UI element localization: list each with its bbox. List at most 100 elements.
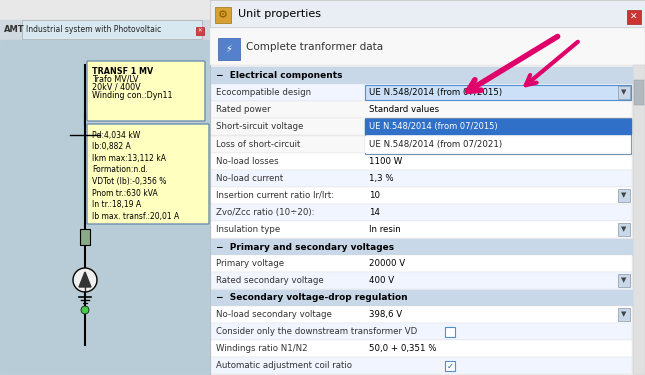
Bar <box>618 274 630 287</box>
Text: Automatic adjustment coil ratio: Automatic adjustment coil ratio <box>216 361 352 370</box>
Text: AMT: AMT <box>4 26 25 34</box>
Circle shape <box>73 268 97 292</box>
Text: Windings ratio N1/N2: Windings ratio N1/N2 <box>216 344 308 353</box>
Bar <box>196 27 204 35</box>
Bar <box>618 308 630 321</box>
Text: Rated power: Rated power <box>216 105 271 114</box>
Text: Formation:n.d.: Formation:n.d. <box>92 165 148 174</box>
Bar <box>211 255 632 272</box>
Text: 1100 W: 1100 W <box>369 157 402 166</box>
Text: In resin: In resin <box>369 225 401 234</box>
Text: Insertion current ratio Ir/Irt:: Insertion current ratio Ir/Irt: <box>216 191 334 200</box>
Bar <box>215 7 231 23</box>
Bar <box>210 0 645 375</box>
Bar <box>633 65 645 375</box>
Text: 10: 10 <box>369 191 380 200</box>
Text: UE N.548/2014 (from 07/2021): UE N.548/2014 (from 07/2021) <box>369 140 502 149</box>
Text: Primary voltage: Primary voltage <box>216 259 284 268</box>
Text: 20kV / 400V: 20kV / 400V <box>92 83 141 92</box>
Bar <box>627 10 641 24</box>
Text: 1,3 %: 1,3 % <box>369 174 393 183</box>
Bar <box>618 86 630 99</box>
Text: UE N.548/2014 (from 07/2015): UE N.548/2014 (from 07/2015) <box>369 88 502 97</box>
Text: ⚙: ⚙ <box>218 10 228 20</box>
Bar <box>618 189 630 202</box>
Text: ▼: ▼ <box>621 312 627 318</box>
Text: ▼: ▼ <box>621 226 627 232</box>
Bar <box>210 28 645 65</box>
Bar <box>211 136 632 153</box>
Text: UE N.548/2014 (from 07/2015): UE N.548/2014 (from 07/2015) <box>369 122 498 131</box>
Bar <box>0 20 645 39</box>
Text: ▼: ▼ <box>621 90 627 96</box>
Text: 50,0 + 0,351 %: 50,0 + 0,351 % <box>369 344 437 353</box>
Text: −  Secondary voltage-drop regulation: − Secondary voltage-drop regulation <box>216 294 408 303</box>
Text: Winding con.:Dyn11: Winding con.:Dyn11 <box>92 91 172 100</box>
Bar <box>80 229 90 245</box>
Bar <box>365 85 631 100</box>
Text: TRANSF 1 MV: TRANSF 1 MV <box>92 67 154 76</box>
Text: −  Electrical components: − Electrical components <box>216 70 342 80</box>
Text: 14: 14 <box>369 208 380 217</box>
Text: Complete tranformer data: Complete tranformer data <box>246 42 383 52</box>
Bar <box>211 239 632 255</box>
Text: No-load current: No-load current <box>216 174 283 183</box>
Text: Zvo/Zcc ratio (10÷20):: Zvo/Zcc ratio (10÷20): <box>216 208 315 217</box>
Text: ✕: ✕ <box>197 28 203 33</box>
Text: Loss of short-circuit: Loss of short-circuit <box>216 140 301 149</box>
FancyBboxPatch shape <box>87 61 205 121</box>
Bar <box>211 306 632 323</box>
Text: ✕: ✕ <box>630 12 638 21</box>
Bar <box>211 153 632 170</box>
Text: Pnom tr.:630 kVA: Pnom tr.:630 kVA <box>92 189 158 198</box>
Text: Unit properties: Unit properties <box>238 9 321 19</box>
Bar <box>211 187 632 204</box>
Text: 398,6 V: 398,6 V <box>369 310 402 319</box>
Text: ✓: ✓ <box>446 362 453 370</box>
FancyBboxPatch shape <box>87 124 209 224</box>
Bar <box>211 221 632 238</box>
Text: 20000 V: 20000 V <box>369 259 405 268</box>
Bar <box>210 0 645 27</box>
Circle shape <box>81 306 89 314</box>
Bar <box>22 20 202 39</box>
Bar <box>211 290 632 306</box>
Text: Ib:0,882 A: Ib:0,882 A <box>92 142 131 152</box>
Bar <box>218 38 240 60</box>
Text: Insulation type: Insulation type <box>216 225 280 234</box>
Bar <box>211 170 632 187</box>
Bar <box>0 0 210 375</box>
Bar <box>211 118 632 135</box>
Bar <box>211 272 632 289</box>
Text: Calculation: Calculation <box>223 6 277 16</box>
Bar <box>2 40 207 370</box>
Bar <box>445 361 455 371</box>
Bar <box>211 101 632 118</box>
Text: ▼: ▼ <box>621 278 627 284</box>
Text: VDTot (Ib):-0,356 %: VDTot (Ib):-0,356 % <box>92 177 166 186</box>
Text: No-load losses: No-load losses <box>216 157 279 166</box>
Bar <box>211 340 632 357</box>
Text: Trafo MV/LV: Trafo MV/LV <box>92 75 139 84</box>
Text: Ecocompatible design: Ecocompatible design <box>216 88 311 97</box>
Bar <box>0 0 645 20</box>
Bar <box>365 136 631 153</box>
Bar <box>211 204 632 221</box>
Text: Pd:4,034 kW: Pd:4,034 kW <box>92 131 140 140</box>
Text: Ib max. transf.:20,01 A: Ib max. transf.:20,01 A <box>92 211 179 220</box>
Bar <box>365 119 631 134</box>
Bar <box>618 223 630 236</box>
Bar <box>211 357 632 374</box>
Bar <box>211 84 632 101</box>
Text: Standard values: Standard values <box>369 105 439 114</box>
Bar <box>365 118 631 154</box>
Text: Short-sircuit voltage: Short-sircuit voltage <box>216 122 303 131</box>
Bar <box>445 327 455 337</box>
Text: 400 V: 400 V <box>369 276 394 285</box>
Bar <box>211 323 632 340</box>
Polygon shape <box>79 272 91 287</box>
Bar <box>211 67 632 83</box>
Text: No-load secondary voltage: No-load secondary voltage <box>216 310 332 319</box>
Text: −  Primary and secondary voltages: − Primary and secondary voltages <box>216 243 394 252</box>
Text: Consider only the downstream transformer VD: Consider only the downstream transformer… <box>216 327 417 336</box>
